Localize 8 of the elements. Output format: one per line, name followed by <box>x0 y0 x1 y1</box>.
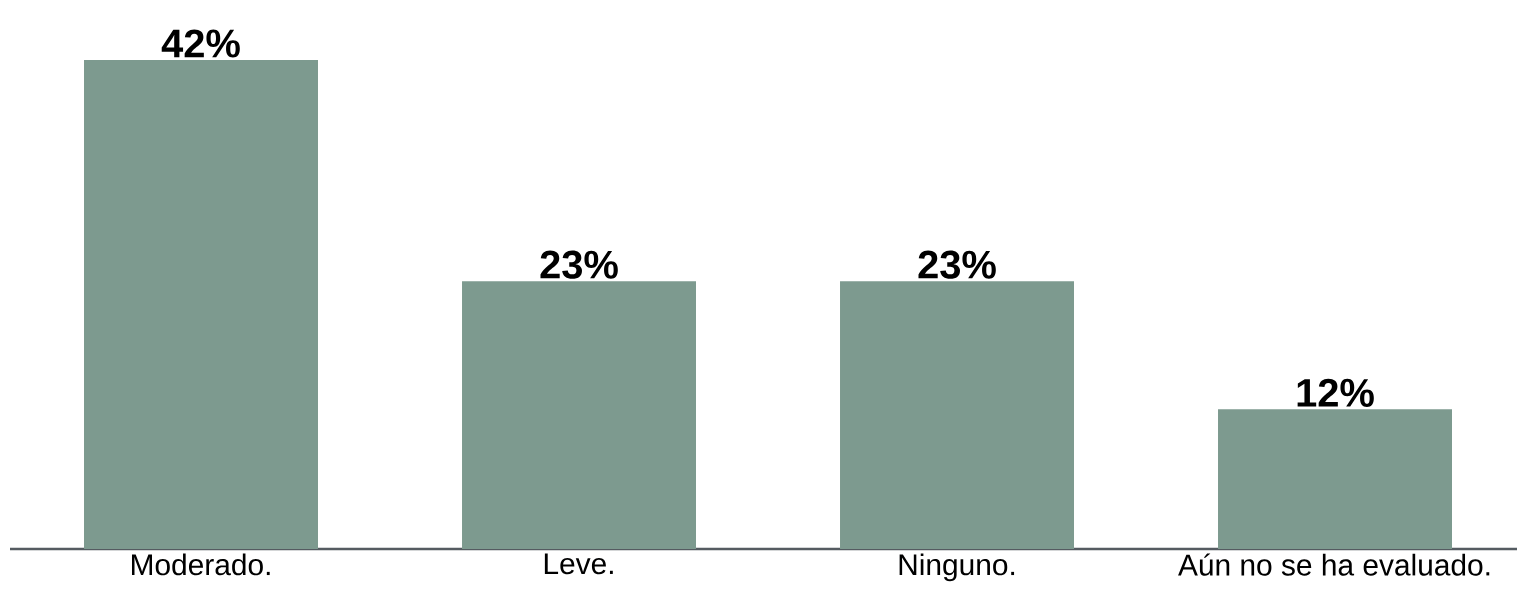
data-label: 23% <box>918 250 996 279</box>
x-tick-label: Ninguno. <box>899 553 1015 582</box>
x-tick-label: Moderado. <box>132 553 270 576</box>
data-label: 42% <box>161 29 240 58</box>
data-label: 12% <box>1297 378 1374 407</box>
x-tick-label: Aún no se ha evaluado. <box>1178 553 1490 576</box>
x-tick-label: Leve. <box>544 553 613 575</box>
data-label: 23% <box>540 250 618 279</box>
